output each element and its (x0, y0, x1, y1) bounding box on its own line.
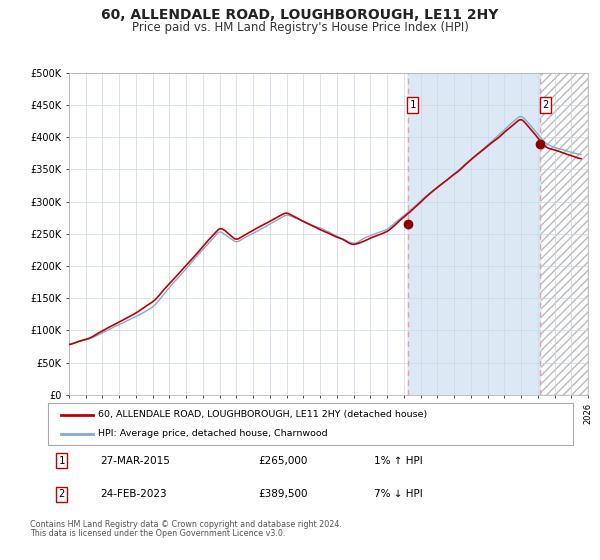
Text: 1% ↑ HPI: 1% ↑ HPI (373, 456, 422, 466)
FancyBboxPatch shape (48, 403, 573, 445)
Bar (407, 73, 540, 395)
Text: £265,000: £265,000 (258, 456, 307, 466)
Bar (540, 73, 588, 395)
Bar (407, 73, 540, 395)
Text: Price paid vs. HM Land Registry's House Price Index (HPI): Price paid vs. HM Land Registry's House … (131, 21, 469, 34)
Text: 24-FEB-2023: 24-FEB-2023 (101, 489, 167, 500)
Text: 1: 1 (410, 100, 416, 110)
Text: £389,500: £389,500 (258, 489, 308, 500)
Text: 2: 2 (59, 489, 65, 500)
Text: 27-MAR-2015: 27-MAR-2015 (101, 456, 170, 466)
Text: 2: 2 (542, 100, 548, 110)
Text: 7% ↓ HPI: 7% ↓ HPI (373, 489, 422, 500)
Bar (540, 73, 588, 395)
Text: 60, ALLENDALE ROAD, LOUGHBOROUGH, LE11 2HY (detached house): 60, ALLENDALE ROAD, LOUGHBOROUGH, LE11 2… (98, 410, 427, 419)
Text: 1: 1 (59, 456, 65, 466)
Text: 60, ALLENDALE ROAD, LOUGHBOROUGH, LE11 2HY: 60, ALLENDALE ROAD, LOUGHBOROUGH, LE11 2… (101, 8, 499, 22)
Text: HPI: Average price, detached house, Charnwood: HPI: Average price, detached house, Char… (98, 430, 328, 438)
Text: Contains HM Land Registry data © Crown copyright and database right 2024.: Contains HM Land Registry data © Crown c… (30, 520, 342, 529)
Text: This data is licensed under the Open Government Licence v3.0.: This data is licensed under the Open Gov… (30, 529, 286, 538)
